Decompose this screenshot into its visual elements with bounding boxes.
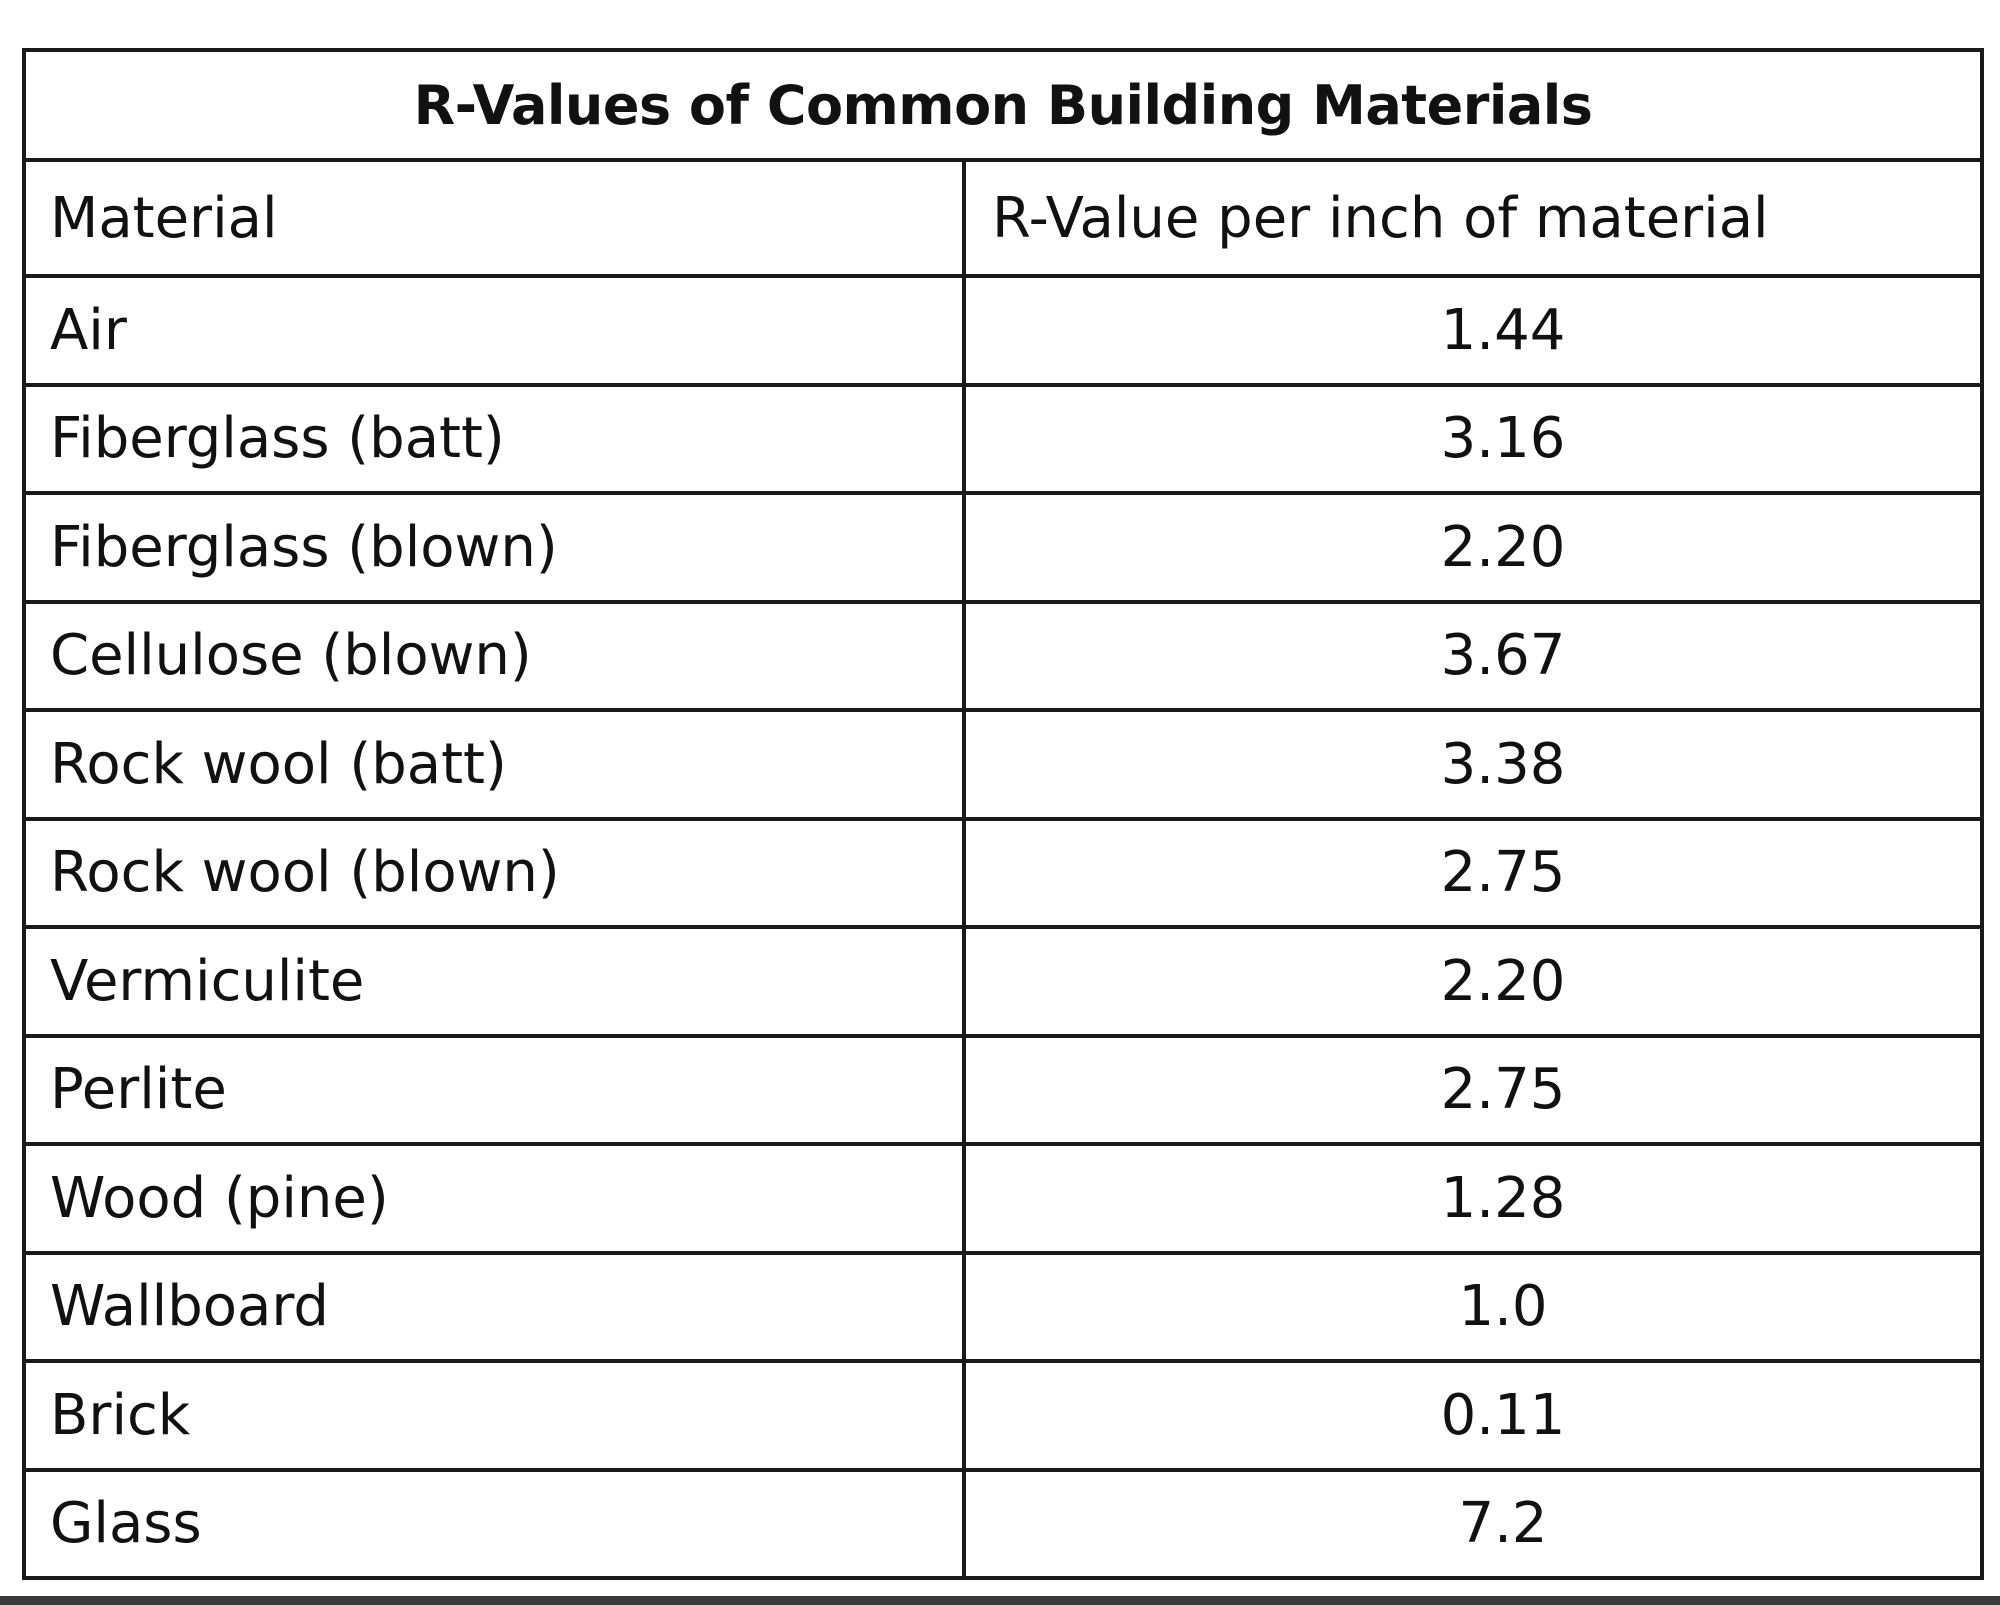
material-cell: Wood (pine)	[22, 1142, 966, 1255]
r-value-cell: 1.28	[961, 1142, 1985, 1255]
material-cell: Perlite	[22, 1033, 966, 1146]
material-cell: Rock wool (blown)	[22, 816, 966, 929]
table-row: Vermiculite 2.20	[22, 925, 1985, 1038]
material-cell: Air	[22, 274, 966, 387]
material-cell: Vermiculite	[22, 925, 966, 1038]
column-header-r-value: R-Value per inch of material	[961, 158, 1985, 278]
table-row: Cellulose (blown) 3.67	[22, 599, 1985, 712]
material-cell: Glass	[22, 1467, 966, 1580]
r-value-cell: 3.38	[961, 708, 1985, 821]
table-row: Glass 7.2	[22, 1467, 1985, 1580]
r-value-cell: 2.75	[961, 1033, 1985, 1146]
material-cell: Wallboard	[22, 1250, 966, 1363]
table-row: Fiberglass (batt) 3.16	[22, 382, 1985, 495]
r-value-cell: 2.20	[961, 491, 1985, 604]
r-value-cell: 2.20	[961, 925, 1985, 1038]
r-value-cell: 7.2	[961, 1467, 1985, 1580]
bottom-edge-divider	[0, 1596, 2000, 1605]
material-cell: Cellulose (blown)	[22, 599, 966, 712]
material-cell: Rock wool (batt)	[22, 708, 966, 821]
table-row: Fiberglass (blown) 2.20	[22, 491, 1985, 604]
r-values-table: R-Values of Common Building Materials Ma…	[21, 48, 1985, 1580]
table-row: Rock wool (blown) 2.75	[22, 816, 1985, 929]
table-row: Rock wool (batt) 3.38	[22, 708, 1985, 821]
table-row: Brick 0.11	[22, 1359, 1985, 1472]
table-row: Wallboard 1.0	[22, 1250, 1985, 1363]
material-cell: Fiberglass (batt)	[22, 382, 966, 495]
r-value-cell: 2.75	[961, 816, 1985, 929]
table-row: Perlite 2.75	[22, 1033, 1985, 1146]
r-value-cell: 0.11	[961, 1359, 1985, 1472]
material-cell: Fiberglass (blown)	[22, 491, 966, 604]
r-values-table-container: R-Values of Common Building Materials Ma…	[21, 48, 1985, 1580]
column-header-material: Material	[22, 158, 966, 278]
material-cell: Brick	[22, 1359, 966, 1472]
table-title: R-Values of Common Building Materials	[21, 48, 1985, 162]
r-value-cell: 1.0	[961, 1250, 1985, 1363]
r-value-cell: 1.44	[961, 274, 1985, 387]
table-row: Wood (pine) 1.28	[22, 1142, 1985, 1255]
r-value-cell: 3.67	[961, 599, 1985, 712]
table-row: Air 1.44	[22, 274, 1985, 387]
r-value-cell: 3.16	[961, 382, 1985, 495]
